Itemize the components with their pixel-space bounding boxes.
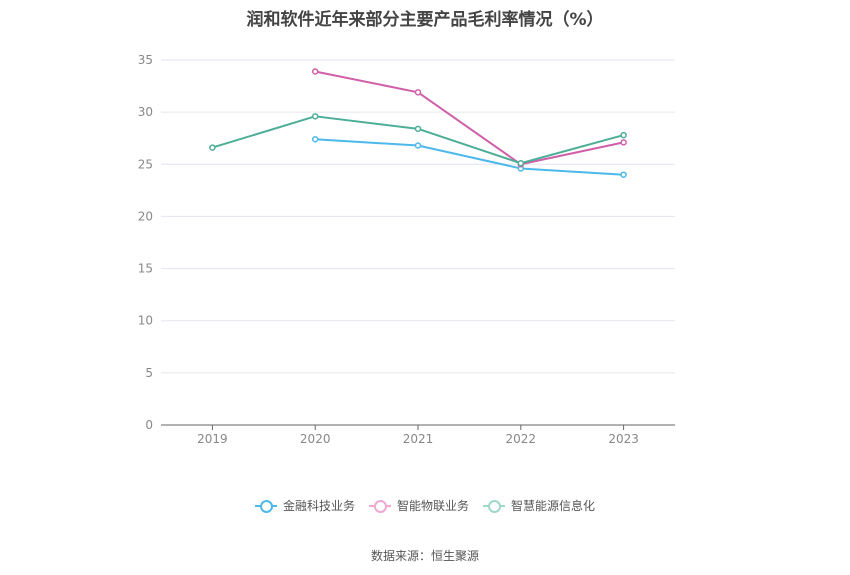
x-tick-label: 2022 bbox=[506, 432, 537, 446]
data-point bbox=[414, 125, 422, 133]
x-tick-label: 2021 bbox=[403, 432, 434, 446]
line-chart: 0 5 10 15 20 25 30 35 2019 2020 2021 2022 2023 bbox=[138, 53, 675, 446]
legend-label-energy: 智慧能源信息化 bbox=[511, 499, 596, 513]
legend-marker-iot-icon bbox=[368, 499, 391, 513]
chart-title: 润和软件近年来部分主要产品毛利率情况（%） bbox=[246, 10, 604, 30]
y-tick-label: 5 bbox=[145, 366, 153, 380]
y-tick-label: 20 bbox=[138, 209, 153, 223]
data-point bbox=[311, 68, 319, 75]
data-point bbox=[311, 136, 319, 143]
data-point bbox=[209, 144, 216, 151]
y-tick-label: 25 bbox=[138, 157, 153, 171]
legend-item-iot[interactable]: 智能物联业务 bbox=[368, 497, 469, 514]
x-tick-label: 2020 bbox=[300, 432, 331, 446]
legend-item-fintech[interactable]: 金融科技业务 bbox=[254, 497, 355, 514]
y-tick-label: 30 bbox=[138, 105, 153, 119]
series-line-0 bbox=[315, 138, 624, 176]
data-point bbox=[620, 131, 627, 139]
legend-label-fintech: 金融科技业务 bbox=[282, 499, 355, 513]
data-point bbox=[620, 139, 627, 146]
data-point bbox=[620, 171, 627, 178]
y-tick-label: 15 bbox=[138, 262, 153, 276]
data-point bbox=[517, 159, 525, 167]
legend-marker-energy-icon bbox=[483, 499, 505, 513]
data-point bbox=[414, 142, 422, 149]
chart-legend: 金融科技业务 智能物联业务 智慧能源信息化 bbox=[0, 497, 850, 514]
x-tick-label: 2023 bbox=[608, 432, 639, 446]
series-line-1 bbox=[315, 70, 624, 166]
x-tick-label: 2019 bbox=[197, 432, 228, 446]
legend-label-iot: 智能物联业务 bbox=[396, 499, 469, 513]
y-tick-label: 0 bbox=[145, 418, 153, 432]
y-tick-label: 35 bbox=[138, 53, 153, 67]
data-point bbox=[311, 113, 319, 120]
legend-marker-fintech-icon bbox=[254, 499, 277, 513]
legend-item-energy[interactable]: 智慧能源信息化 bbox=[483, 497, 595, 514]
data-point bbox=[414, 89, 422, 96]
data-source: 数据来源：恒生聚源 bbox=[370, 549, 479, 563]
y-tick-label: 10 bbox=[138, 314, 153, 328]
